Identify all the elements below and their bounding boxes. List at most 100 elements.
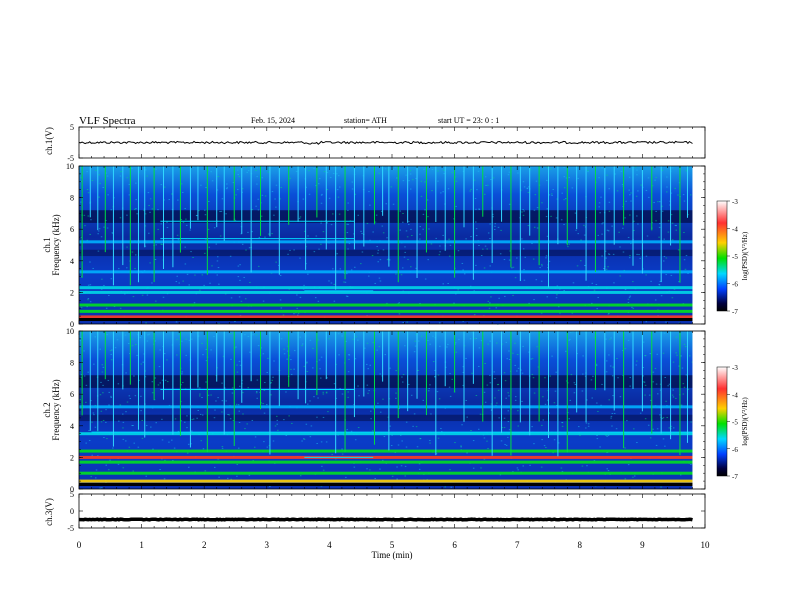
noise-speck [260, 402, 262, 404]
noise-speck [487, 448, 489, 450]
noise-speck [632, 307, 635, 309]
colorbar-tick-label: -7 [732, 308, 738, 316]
noise-speck [80, 306, 83, 308]
noise-speck [665, 257, 668, 259]
noise-speck [512, 294, 514, 296]
noise-speck [354, 266, 356, 268]
noise-speck [89, 261, 91, 263]
noise-speck [563, 290, 565, 292]
noise-speck [255, 392, 258, 394]
noise-speck [262, 300, 265, 302]
noise-speck [178, 282, 180, 284]
noise-speck [128, 446, 131, 448]
noise-speck [463, 273, 466, 275]
noise-speck [605, 268, 608, 270]
noise-speck [377, 249, 380, 251]
noise-speck [301, 345, 303, 347]
noise-speck [99, 348, 102, 350]
noise-speck [192, 166, 195, 168]
noise-speck [422, 228, 424, 230]
noise-speck [640, 184, 642, 186]
noise-speck [630, 200, 632, 202]
noise-speck [181, 340, 183, 342]
noise-speck [546, 166, 548, 168]
noise-speck [475, 235, 478, 237]
noise-speck [83, 214, 86, 216]
noise-speck [149, 198, 152, 200]
noise-speck [601, 255, 603, 257]
noise-speck [296, 307, 298, 309]
noise-speck [496, 342, 498, 344]
noise-speck [434, 369, 436, 371]
noise-speck [649, 437, 652, 439]
noise-speck [437, 170, 439, 172]
noise-speck [404, 251, 406, 253]
noise-speck [242, 413, 244, 415]
noise-speck [429, 384, 431, 386]
noise-speck [357, 339, 359, 341]
noise-speck [605, 338, 607, 340]
noise-speck [239, 364, 242, 366]
noise-speck [662, 417, 665, 419]
noise-speck [197, 335, 200, 337]
noise-speck [554, 390, 557, 392]
noise-speck [685, 374, 688, 376]
noise-speck [586, 399, 588, 401]
noise-speck [561, 192, 563, 194]
noise-speck [557, 442, 560, 444]
noise-speck [229, 332, 232, 334]
emission-band [79, 449, 693, 453]
noise-speck [182, 280, 184, 282]
noise-speck [88, 440, 91, 442]
noise-speck [627, 464, 630, 466]
noise-speck [94, 336, 97, 338]
noise-speck [353, 233, 355, 235]
noise-speck [668, 427, 671, 429]
noise-speck [358, 395, 360, 397]
ch1-voltage-trace [78, 140, 693, 145]
noise-speck [219, 211, 221, 213]
noise-speck [138, 379, 140, 381]
noise-speck [221, 382, 223, 384]
noise-speck [423, 168, 425, 170]
noise-speck [161, 379, 164, 381]
noise-speck [346, 232, 349, 234]
noise-speck [322, 416, 325, 418]
noise-speck [117, 463, 120, 465]
noise-speck [635, 195, 638, 197]
noise-speck [273, 360, 275, 362]
noise-speck [102, 419, 105, 421]
noise-speck [132, 470, 134, 472]
noise-speck [580, 260, 582, 262]
noise-speck [148, 204, 150, 206]
noise-speck [288, 355, 291, 357]
noise-speck [478, 365, 480, 367]
noise-speck [244, 428, 246, 430]
noise-speck [636, 253, 638, 255]
noise-speck [146, 175, 148, 177]
noise-speck [522, 345, 524, 347]
noise-speck [379, 280, 382, 282]
noise-speck [369, 469, 371, 471]
noise-speck [550, 193, 553, 195]
noise-speck [553, 439, 556, 441]
noise-speck [234, 347, 236, 349]
noise-speck [652, 381, 655, 383]
noise-speck [484, 363, 486, 365]
noise-speck [309, 339, 312, 341]
noise-speck [315, 235, 318, 237]
noise-speck [661, 210, 664, 212]
noise-speck [442, 283, 445, 285]
noise-speck [313, 396, 315, 398]
noise-speck [578, 331, 580, 333]
noise-speck [533, 443, 535, 445]
noise-speck [556, 198, 558, 200]
noise-speck [624, 289, 627, 291]
noise-speck [174, 418, 177, 420]
noise-speck [398, 408, 400, 410]
noise-speck [482, 248, 484, 250]
noise-speck [114, 347, 117, 349]
noise-speck [665, 191, 668, 193]
noise-speck [430, 243, 433, 245]
noise-speck [609, 365, 612, 367]
